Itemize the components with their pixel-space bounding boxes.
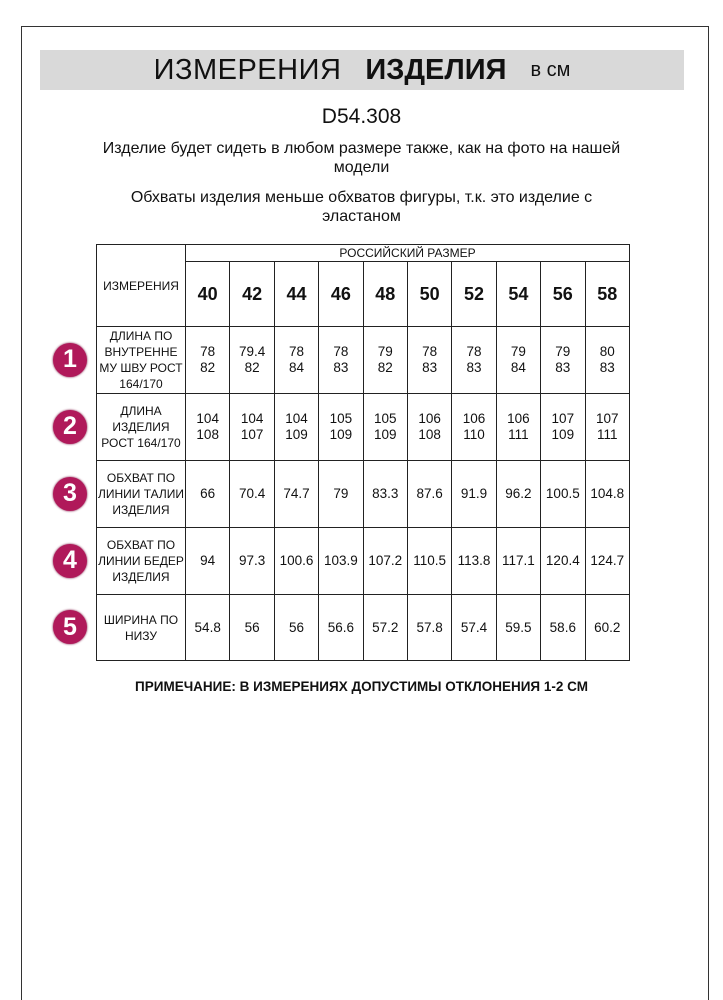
- row-label: ДЛИНА ПО ВНУТРЕННЕ МУ ШВУ РОСТ 164/170: [96, 326, 186, 394]
- row-label: ШИРИНА ПО НИЗУ: [96, 594, 186, 661]
- row-label: ДЛИНА ИЗДЕЛИЯ РОСТ 164/170: [96, 393, 186, 461]
- table-row: ШИРИНА ПО НИЗУ 54.8 56 56 56.6 57.2 57.8 57.4 59…: [96, 594, 631, 661]
- size-header: 42: [229, 261, 275, 327]
- size-header: 50: [406, 261, 453, 327]
- value-cell: 78 83: [451, 326, 497, 394]
- value-cell: 79: [318, 460, 364, 528]
- row-label: ОБХВАТ ПО ЛИНИИ ТАЛИИ ИЗДЕЛИЯ: [96, 460, 186, 528]
- value-cell: 56: [229, 594, 275, 661]
- value-cell: 57.8: [406, 594, 453, 661]
- value-cell: 100.5: [540, 460, 586, 528]
- value-cell: 78 84: [273, 326, 320, 394]
- value-cell: 91.9: [451, 460, 497, 528]
- size-header: 46: [318, 261, 364, 327]
- value-cell: 106 108: [406, 393, 453, 461]
- row-number-badge: 5: [53, 610, 87, 644]
- value-cell: 124.7: [584, 527, 631, 595]
- group-header: РОССИЙСКИЙ РАЗМЕР: [185, 244, 630, 262]
- value-cell: 83.3: [362, 460, 408, 528]
- fit-note: Изделие будет сидеть в любом размере так…: [102, 140, 621, 176]
- page-frame: [21, 26, 709, 1000]
- value-cell: 106 111: [495, 393, 542, 461]
- value-cell: 104 109: [273, 393, 320, 461]
- value-cell: 78 83: [318, 326, 364, 394]
- value-cell: 117.1: [495, 527, 542, 595]
- value-cell: 100.6: [273, 527, 320, 595]
- value-cell: 78 83: [406, 326, 453, 394]
- value-cell: 57.2: [362, 594, 408, 661]
- value-cell: 105 109: [318, 393, 364, 461]
- value-cell: 79 82: [362, 326, 408, 394]
- value-cell: 79 83: [540, 326, 586, 394]
- value-cell: 94: [184, 527, 231, 595]
- value-cell: 106 110: [451, 393, 497, 461]
- elastane-note: Обхваты изделия меньше обхватов фигуры, …: [130, 189, 593, 225]
- footnote: ПРИМЕЧАНИЕ: В ИЗМЕРЕНИЯХ ДОПУСТИМЫ ОТКЛО…: [135, 679, 588, 694]
- value-cell: 110.5: [406, 527, 453, 595]
- value-cell: 87.6: [406, 460, 453, 528]
- value-cell: 80 83: [584, 326, 631, 394]
- value-cell: 56.6: [318, 594, 364, 661]
- value-cell: 105 109: [362, 393, 408, 461]
- value-cell: 54.8: [184, 594, 231, 661]
- value-cell: 107.2: [362, 527, 408, 595]
- size-header: 56: [540, 261, 586, 327]
- value-cell: 56: [273, 594, 320, 661]
- measure-header: ИЗМЕРЕНИЯ: [96, 244, 186, 327]
- size-header: 48: [362, 261, 408, 327]
- size-header: 40: [184, 261, 231, 327]
- row-number-badge: 1: [53, 342, 87, 377]
- value-cell: 107 109: [540, 393, 586, 461]
- value-cell: 79.4 82: [229, 326, 275, 394]
- row-label: ОБХВАТ ПО ЛИНИИ БЕДЕР ИЗДЕЛИЯ: [96, 527, 186, 595]
- value-cell: 57.4: [451, 594, 497, 661]
- value-cell: 59.5: [495, 594, 542, 661]
- table-row: ДЛИНА ИЗДЕЛИЯ РОСТ 164/170 104 108 104 107…: [96, 393, 631, 461]
- title-bold: ИЗДЕЛИЯ: [365, 53, 507, 86]
- value-cell: 78 82: [184, 326, 231, 394]
- size-header: 54: [495, 261, 542, 327]
- title-band: ИЗМЕРЕНИЯ ИЗДЕЛИЯ в см: [40, 50, 684, 90]
- value-cell: 79 84: [495, 326, 542, 394]
- row-number-badge: 3: [53, 476, 87, 511]
- table-row: ОБХВАТ ПО ЛИНИИ БЕДЕР ИЗДЕЛИЯ 94 97.3 100.6…: [96, 527, 631, 595]
- row-number-badge: 2: [53, 409, 87, 444]
- value-cell: 60.2: [584, 594, 631, 661]
- value-cell: 66: [184, 460, 231, 528]
- size-table: ИЗМЕРЕНИЯ РОССИЙСКИЙ РАЗМЕР 40 42 44 46 48 50…: [96, 244, 631, 661]
- value-cell: 107 111: [584, 393, 631, 461]
- value-cell: 104.8: [584, 460, 631, 528]
- value-cell: 96.2: [495, 460, 542, 528]
- value-cell: 70.4: [229, 460, 275, 528]
- value-cell: 104 108: [184, 393, 231, 461]
- value-cell: 103.9: [318, 527, 364, 595]
- value-cell: 113.8: [451, 527, 497, 595]
- row-number-badge: 4: [53, 543, 87, 578]
- title-unit: в см: [530, 58, 571, 81]
- value-cell: 74.7: [273, 460, 320, 528]
- size-header: 58: [584, 261, 631, 327]
- table-row: ОБХВАТ ПО ЛИНИИ ТАЛИИ ИЗДЕЛИЯ 66 70.4 74.7 7…: [96, 460, 631, 528]
- value-cell: 104 107: [229, 393, 275, 461]
- size-header: 52: [451, 261, 497, 327]
- table-row: ДЛИНА ПО ВНУТРЕННЕ МУ ШВУ РОСТ 164/170 78…: [96, 326, 631, 394]
- value-cell: 58.6: [540, 594, 586, 661]
- value-cell: 120.4: [540, 527, 586, 595]
- size-header: 44: [273, 261, 320, 327]
- value-cell: 97.3: [229, 527, 275, 595]
- title-regular: ИЗМЕРЕНИЯ: [153, 53, 342, 86]
- article-code: D54.308: [321, 105, 402, 128]
